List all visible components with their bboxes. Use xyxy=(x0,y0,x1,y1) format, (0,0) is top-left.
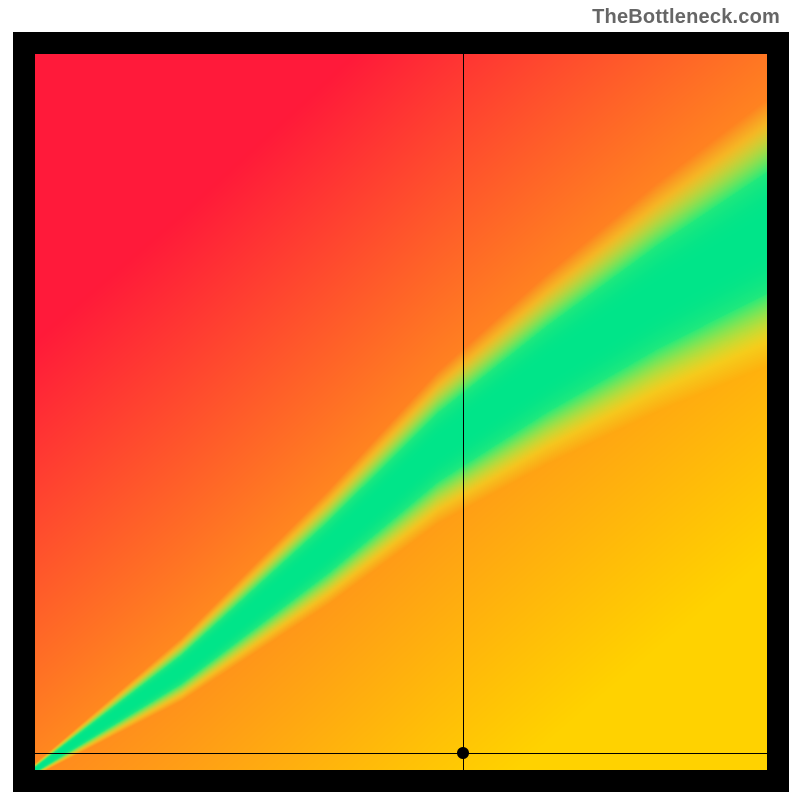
watermark-text: TheBottleneck.com xyxy=(592,6,780,29)
crosshair-vertical xyxy=(463,54,464,770)
chart-container: TheBottleneck.com xyxy=(0,0,800,800)
crosshair-horizontal xyxy=(35,753,767,754)
heatmap-canvas xyxy=(35,54,767,770)
marker-dot xyxy=(457,747,469,759)
